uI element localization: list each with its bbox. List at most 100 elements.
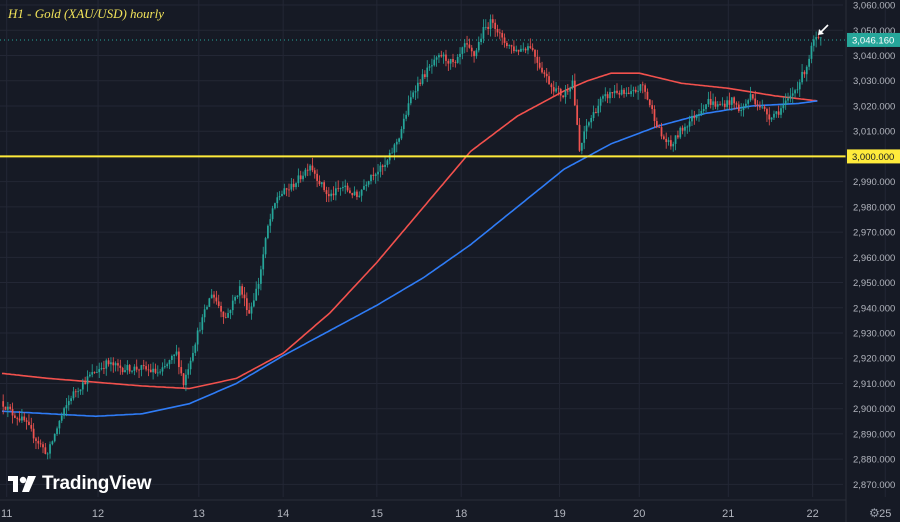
candle-body <box>763 106 766 109</box>
x-tick-label: 25 <box>879 508 891 520</box>
candle-body <box>159 371 162 373</box>
y-tick-label: 2,920.000 <box>853 354 895 365</box>
candle-body <box>58 420 61 429</box>
candle-body <box>372 174 375 176</box>
candle-body <box>416 82 419 92</box>
candle-body <box>117 363 119 366</box>
candle-body <box>203 309 206 318</box>
candle-body <box>91 372 94 375</box>
candle-body <box>803 71 806 75</box>
candle-body <box>494 22 497 29</box>
candle-body <box>590 117 593 123</box>
moving-average-red <box>1 72 818 390</box>
candle-body <box>16 417 19 419</box>
candle-body <box>142 365 145 367</box>
candle-body <box>402 118 405 130</box>
candle-body <box>501 33 504 38</box>
candle-body <box>742 106 745 111</box>
candle-body <box>185 374 187 386</box>
candle-body <box>768 114 771 120</box>
candle-body <box>316 173 318 181</box>
y-tick-label: 2,890.000 <box>853 429 895 440</box>
candle-body <box>445 54 447 61</box>
candle-body <box>752 94 754 99</box>
candle-body <box>238 286 241 296</box>
support-price-label: 3,000.000 <box>852 152 894 163</box>
candle-body <box>707 98 710 105</box>
moving-average-blue <box>1 100 818 418</box>
candle-body <box>527 46 529 51</box>
candle-body <box>156 372 159 374</box>
candle-body <box>356 191 358 197</box>
candle-body <box>463 43 466 48</box>
price-tags: 3,000.000 3,046.160 <box>847 32 900 164</box>
candle-body <box>459 53 461 57</box>
candle-body <box>812 39 815 46</box>
candle-body <box>491 19 494 23</box>
candle-body <box>508 45 511 47</box>
candle-body <box>285 188 288 190</box>
candle-body <box>325 190 328 195</box>
candle-body <box>522 48 525 50</box>
candle-body <box>210 294 213 299</box>
candle-body <box>419 82 422 84</box>
candle-body <box>381 165 384 167</box>
candle-body <box>365 184 368 187</box>
candle-body <box>299 175 302 180</box>
candle-body <box>147 369 150 371</box>
candle-body <box>327 194 330 197</box>
candle-body <box>602 96 604 99</box>
candle-body <box>660 127 663 137</box>
candle-body <box>56 428 58 435</box>
candle-body <box>662 136 665 139</box>
candle-body <box>407 103 410 115</box>
candle-body <box>149 369 152 373</box>
candle-body <box>313 170 316 174</box>
candle-body <box>63 408 65 416</box>
candle-body <box>292 183 295 188</box>
candle-body <box>648 99 651 106</box>
candle-body <box>332 193 335 196</box>
candle-body <box>604 94 607 97</box>
candle-body <box>323 182 326 191</box>
price-axis: 2,870.000 2,880.000 2,890.000 2,900.000 2,91… <box>845 0 895 522</box>
candle-body <box>773 113 775 118</box>
candle-body <box>787 98 789 101</box>
candle-body <box>79 389 82 392</box>
candle-body <box>487 26 490 29</box>
candle-body <box>128 365 131 372</box>
candle-body <box>625 92 628 94</box>
candle-body <box>342 186 344 189</box>
candle-body <box>196 330 199 345</box>
candle-body <box>393 144 396 153</box>
candle-body <box>178 351 180 368</box>
candle-body <box>712 101 714 105</box>
ma-red-line <box>1 72 818 390</box>
candle-body <box>77 391 80 393</box>
y-tick-label: 3,060.000 <box>853 1 895 12</box>
candle-body <box>440 55 443 57</box>
candle-body <box>290 183 293 190</box>
chart-grid <box>0 0 886 497</box>
candle-body <box>503 37 506 43</box>
candle-body <box>559 89 562 96</box>
candle-body <box>168 360 171 365</box>
tradingview-logo[interactable]: TradingView <box>8 473 152 495</box>
candle-body <box>470 47 473 52</box>
arrow-icon <box>818 24 829 35</box>
candle-body <box>379 165 382 172</box>
candle-body <box>199 329 201 331</box>
candle-body <box>702 109 705 111</box>
candle-body <box>655 121 658 128</box>
candle-body <box>103 368 105 369</box>
candle-body <box>192 352 194 361</box>
candle-body <box>597 105 600 114</box>
candle-body <box>728 100 731 105</box>
candle-body <box>11 409 14 416</box>
candle-body <box>74 391 77 393</box>
candle-body <box>170 355 173 361</box>
gear-icon[interactable]: ⚙ <box>869 506 880 520</box>
candle-body <box>217 301 220 306</box>
candle-body <box>438 55 440 58</box>
